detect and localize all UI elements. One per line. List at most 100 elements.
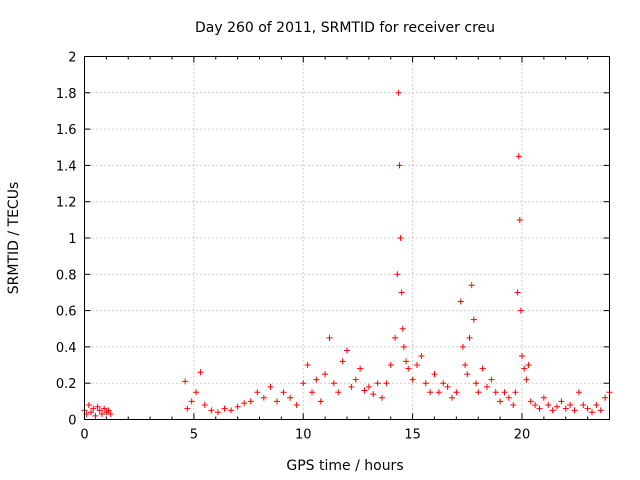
data-point bbox=[501, 389, 508, 396]
x-tick-label: 5 bbox=[190, 428, 198, 443]
data-point bbox=[398, 289, 405, 296]
data-point bbox=[589, 409, 595, 416]
y-tick-label: 1.4 bbox=[56, 159, 77, 174]
data-point bbox=[392, 334, 399, 341]
data-point bbox=[309, 389, 315, 396]
data-point bbox=[287, 394, 294, 401]
data-point bbox=[510, 401, 517, 408]
data-point bbox=[99, 411, 105, 418]
y-tick-label: 1.6 bbox=[56, 123, 77, 138]
data-point bbox=[512, 389, 519, 396]
axes: 00.20.40.60.811.21.41.61.820 5 10 15 20 bbox=[56, 51, 610, 443]
x-tick-label: 15 bbox=[404, 428, 421, 443]
data-point bbox=[221, 405, 228, 412]
data-point bbox=[457, 298, 464, 305]
data-point bbox=[397, 235, 404, 241]
data-point bbox=[254, 389, 261, 396]
x-tick-label: 0 bbox=[80, 428, 88, 443]
y-tick-label: 0.8 bbox=[56, 268, 77, 283]
data-point bbox=[409, 376, 416, 383]
data-point bbox=[427, 389, 434, 396]
data-point bbox=[352, 376, 359, 383]
data-point bbox=[453, 389, 460, 396]
data-point bbox=[473, 380, 480, 387]
data-point bbox=[527, 398, 534, 405]
data-point bbox=[521, 365, 528, 372]
data-point bbox=[260, 394, 267, 401]
data-point bbox=[274, 398, 280, 405]
data-point bbox=[383, 380, 390, 387]
data-point bbox=[479, 365, 486, 372]
x-tick-label: 10 bbox=[295, 428, 312, 443]
data-point bbox=[370, 391, 377, 398]
y-tick-label: 0.6 bbox=[56, 305, 77, 320]
data-point bbox=[184, 405, 191, 412]
data-point bbox=[519, 352, 525, 359]
data-point bbox=[395, 89, 402, 96]
data-point bbox=[234, 403, 241, 410]
data-point bbox=[584, 405, 591, 412]
data-point bbox=[365, 383, 372, 390]
y-tick-label: 0.4 bbox=[56, 341, 77, 356]
data-point bbox=[462, 362, 469, 369]
data-point bbox=[399, 325, 406, 332]
data-point bbox=[300, 380, 307, 387]
data-point bbox=[422, 380, 429, 387]
x-axis-label: GPS time / hours bbox=[286, 458, 403, 474]
data-point bbox=[540, 394, 547, 401]
data-point bbox=[468, 282, 475, 289]
data-point bbox=[280, 389, 287, 396]
data-point bbox=[505, 394, 512, 401]
data-point bbox=[532, 401, 539, 408]
data-point bbox=[293, 401, 300, 408]
grid-lines bbox=[84, 56, 610, 420]
data-point bbox=[444, 383, 451, 390]
data-point bbox=[464, 371, 471, 378]
y-tick-label: 1.2 bbox=[56, 196, 77, 211]
data-point bbox=[241, 400, 248, 407]
data-point bbox=[514, 289, 521, 296]
data-point bbox=[313, 376, 320, 383]
data-point bbox=[405, 365, 412, 372]
data-point bbox=[497, 398, 504, 405]
data-point bbox=[107, 411, 114, 418]
data-point bbox=[523, 376, 530, 383]
data-point bbox=[575, 389, 582, 396]
y-tick-label: 2 bbox=[68, 51, 76, 66]
data-point bbox=[96, 407, 103, 414]
data-point bbox=[90, 405, 97, 412]
data-point bbox=[536, 405, 543, 412]
data-point bbox=[335, 389, 342, 396]
data-point bbox=[317, 398, 324, 405]
data-point bbox=[484, 383, 490, 390]
data-point bbox=[466, 334, 473, 341]
data-point bbox=[326, 334, 333, 341]
data-point bbox=[470, 316, 477, 323]
data-point bbox=[339, 358, 346, 365]
data-point bbox=[554, 403, 560, 410]
data-point bbox=[344, 347, 350, 354]
data-point bbox=[322, 371, 329, 378]
data-point bbox=[597, 407, 604, 414]
data-point bbox=[449, 394, 455, 401]
data-point bbox=[558, 398, 565, 405]
data-point bbox=[188, 398, 195, 405]
data-point bbox=[197, 369, 204, 376]
data-point bbox=[435, 389, 442, 396]
data-point bbox=[549, 407, 556, 414]
data-point bbox=[525, 362, 532, 369]
data-point bbox=[516, 216, 523, 223]
data-point bbox=[567, 401, 574, 408]
data-points bbox=[81, 89, 613, 419]
data-point bbox=[182, 378, 189, 385]
data-point bbox=[304, 362, 311, 369]
data-point bbox=[459, 343, 466, 350]
data-point bbox=[571, 407, 578, 414]
data-point bbox=[414, 362, 420, 369]
data-point bbox=[387, 362, 394, 369]
y-axis-label: SRMTID / TECUs bbox=[6, 182, 22, 295]
data-point bbox=[492, 389, 499, 396]
y-tick-label: 1.8 bbox=[56, 87, 77, 102]
data-point bbox=[379, 394, 385, 401]
data-point bbox=[247, 398, 254, 405]
